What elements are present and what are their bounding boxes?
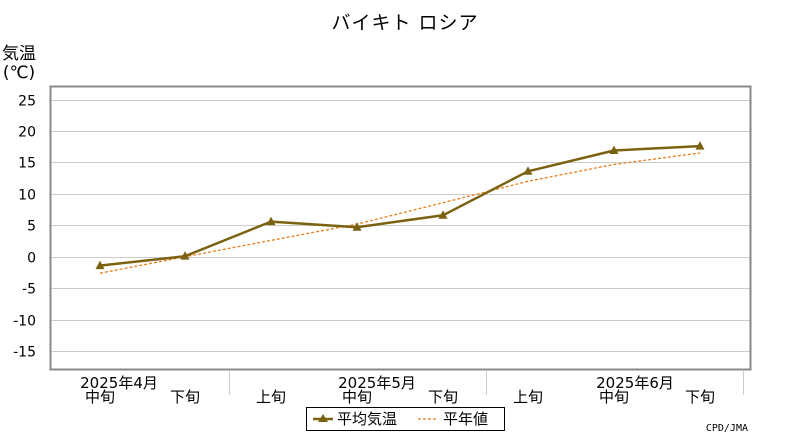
y-tick-label: 15 <box>18 156 36 172</box>
x-month-label: 2025年4月 <box>80 374 158 392</box>
x-tick-label: 下旬 <box>170 388 200 406</box>
x-tick-label: 下旬 <box>428 388 458 406</box>
y-axis-label-line1: 気温 <box>2 44 36 64</box>
x-month-label: 2025年6月 <box>596 374 674 392</box>
plot-area-border <box>49 85 752 371</box>
y-tick-label: -10 <box>13 314 36 330</box>
x-tick-label: 中旬 <box>599 388 629 406</box>
y-tick-label: -5 <box>22 282 36 298</box>
data-point-avg <box>352 222 362 231</box>
legend-label-normal: 平年値 <box>443 410 488 428</box>
credit-text: CPD/JMA <box>706 423 748 434</box>
data-point-avg <box>523 166 533 175</box>
x-tick-label: 中旬 <box>342 388 372 406</box>
series-line-avg <box>99 144 701 267</box>
legend-box <box>306 407 505 431</box>
series-group <box>95 141 705 274</box>
data-point-avg <box>180 251 190 260</box>
y-tick-label: 5 <box>27 219 36 235</box>
grid <box>51 100 750 352</box>
series-line-normal <box>99 152 701 274</box>
legend-marker-avg <box>318 414 328 422</box>
data-point-avg <box>609 145 619 155</box>
x-month-label: 2025年5月 <box>338 374 416 392</box>
legend-label-avg: 平均気温 <box>337 410 397 428</box>
chart-title: バイキト ロシア <box>331 12 478 34</box>
x-axis: 中旬 下旬 上旬 中旬 下旬 上旬 中旬 下旬 2025年4月 2025年5月 2025年6月 <box>80 370 744 406</box>
x-tick-label: 上旬 <box>256 388 286 406</box>
y-tick-label: 0 <box>27 251 36 267</box>
data-point-avg <box>266 216 276 226</box>
y-tick-labels: 25 20 15 10 5 0 -5 -10 -15 <box>13 94 36 361</box>
x-tick-label: 上旬 <box>513 388 543 406</box>
x-tick-label: 中旬 <box>85 388 115 406</box>
y-tick-label: 20 <box>18 125 36 141</box>
data-point-avg <box>695 141 705 150</box>
y-tick-label: 10 <box>18 188 36 204</box>
legend: 平均気温 平年値 <box>306 407 505 431</box>
y-axis-label-line2: (℃) <box>3 63 35 83</box>
y-tick-label: -15 <box>13 345 36 361</box>
x-tick-label: 下旬 <box>685 388 715 406</box>
y-tick-label: 25 <box>18 94 36 110</box>
data-point-avg <box>438 210 448 219</box>
data-point-avg <box>95 260 105 270</box>
